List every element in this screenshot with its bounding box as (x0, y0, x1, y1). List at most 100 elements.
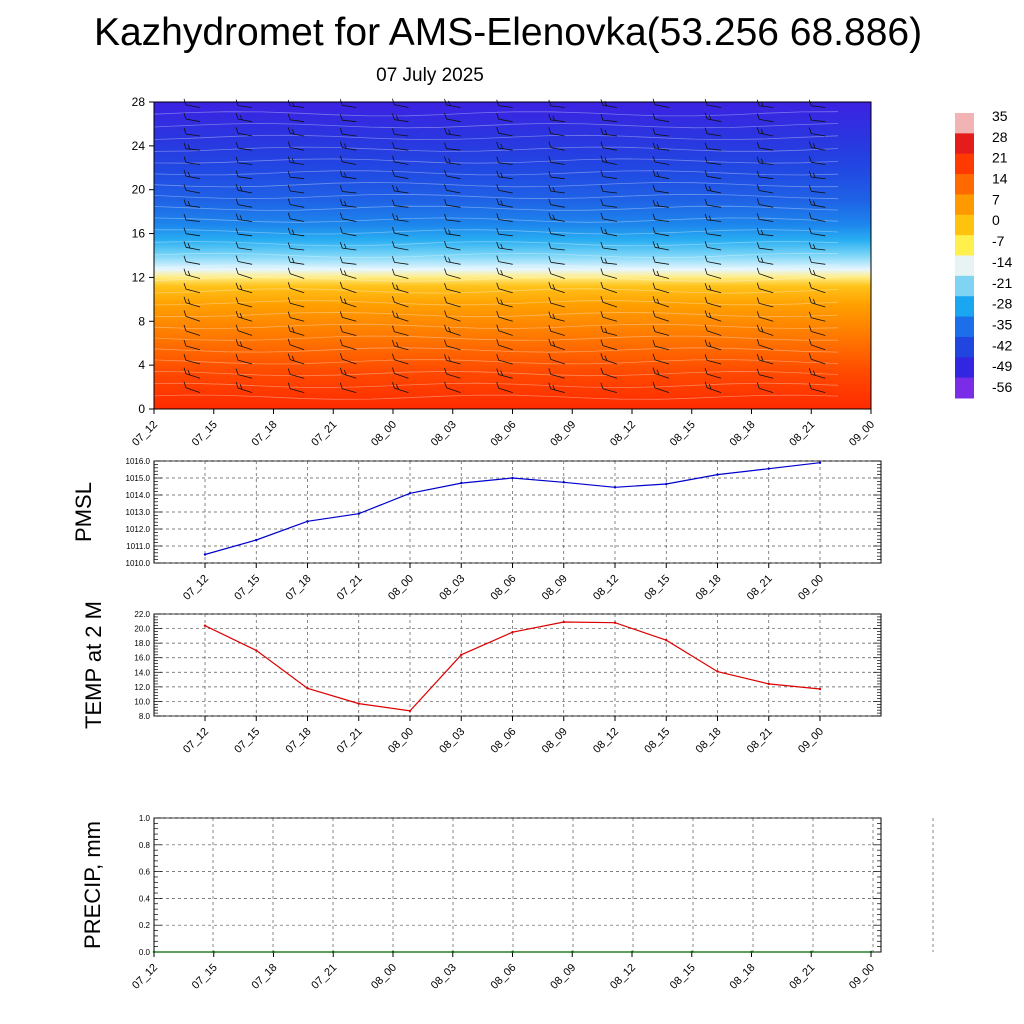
wind-barb (652, 310, 670, 322)
data-point (152, 950, 156, 954)
wind-barb (808, 185, 826, 194)
wind-barb (652, 184, 670, 194)
wind-barb (652, 353, 670, 365)
wind-barb (392, 142, 409, 151)
wind-barb (808, 368, 826, 379)
wind-barb (652, 241, 670, 251)
wind-barb (183, 169, 201, 180)
wind-barb (183, 112, 201, 123)
chart-title: Kazhydromet for AMS-Elenovka(53.256 68.8… (93, 11, 923, 54)
wind-barb (496, 382, 513, 393)
wind-barb (600, 256, 617, 265)
wind-barb (235, 297, 253, 308)
contour-line (153, 170, 839, 176)
wind-barb (287, 127, 305, 137)
data-point (562, 620, 565, 624)
wind-barb (392, 128, 409, 137)
wind-barb (444, 169, 461, 180)
wind-barb (652, 128, 670, 137)
data-point (451, 950, 454, 954)
x-tick-label: 07_21 (335, 573, 365, 603)
y-tick-label: 28 (132, 95, 146, 109)
wind-barb (444, 184, 461, 194)
wind-barb (339, 367, 357, 379)
wind-barb (600, 367, 618, 379)
wind-barb (704, 354, 722, 365)
wind-barb (756, 141, 774, 151)
x-tick-label: 07_18 (284, 726, 314, 756)
contour-line (153, 359, 839, 365)
wind-barb (548, 338, 565, 351)
x-tick-label: 08_06 (489, 419, 519, 449)
wind-barb (444, 127, 461, 137)
wind-barb (183, 324, 201, 336)
wind-barb (235, 184, 253, 194)
x-tick-label: 08_03 (437, 726, 467, 756)
y-tick-label: 1016.0 (126, 457, 151, 466)
wind-barb (704, 241, 722, 251)
x-tick-label: 09_00 (796, 573, 826, 603)
wind-barb (704, 268, 722, 279)
chart-subtitle: 07 July 2025 (376, 65, 484, 86)
wind-barb (235, 198, 253, 208)
wind-barb (235, 255, 253, 265)
y-tick-label: 4 (138, 358, 145, 372)
wind-barb (339, 155, 357, 165)
x-tick-label: 07_18 (250, 962, 280, 992)
wind-barb (392, 339, 409, 351)
contour-line (153, 229, 839, 235)
x-tick-label: 08_09 (540, 726, 570, 756)
wind-barb (339, 325, 357, 336)
wind-barb (287, 368, 305, 379)
x-tick-label: 09_00 (847, 419, 877, 449)
data-point (562, 481, 565, 484)
data-point (630, 950, 634, 954)
y-tick-label: 24 (132, 139, 146, 153)
y-tick-label: 16.0 (134, 654, 150, 663)
x-tick-label: 08_21 (745, 573, 775, 603)
wind-barb (808, 382, 826, 393)
wind-barb (392, 310, 409, 322)
wind-barb (652, 268, 670, 279)
wind-barb (600, 268, 618, 279)
x-tick-label: 08_21 (787, 962, 817, 992)
wind-barb (183, 339, 201, 351)
colorbar-label: 14 (992, 171, 1008, 187)
wind-barb (652, 213, 670, 222)
wind-barb (183, 241, 201, 251)
wind-barb (704, 283, 722, 294)
wind-barb (235, 339, 253, 351)
wind-barb (287, 212, 305, 222)
wind-barb (235, 228, 253, 237)
x-tick-label: 07_15 (190, 419, 220, 449)
data-point (203, 553, 207, 556)
y-tick-label: 0.6 (139, 868, 151, 877)
colorbar-swatch (955, 255, 974, 277)
wind-barb (444, 296, 461, 308)
wind-barb (756, 184, 774, 194)
wind-barb (183, 255, 201, 265)
wind-barb (600, 339, 618, 351)
wind-barb (704, 381, 722, 393)
wind-barb (444, 324, 461, 336)
wind-barb (183, 127, 201, 137)
y-tick-label: 0 (138, 402, 145, 416)
wind-barb (548, 311, 565, 322)
x-tick-label: 08_12 (591, 573, 621, 603)
wind-barb (339, 199, 357, 208)
panel-frame (153, 817, 882, 953)
wind-barb (444, 339, 461, 351)
y-tick-label: 20.0 (134, 625, 150, 634)
wind-barb (287, 325, 305, 336)
wind-barb (756, 338, 774, 351)
x-tick-label: 08_15 (668, 962, 698, 992)
wind-barb (756, 242, 774, 251)
data-point (716, 473, 719, 476)
data-point (613, 486, 617, 489)
wind-barb (756, 267, 774, 279)
wind-barb (652, 113, 670, 123)
wind-barb (235, 241, 253, 251)
wind-barb (652, 155, 670, 165)
wind-barb (287, 198, 305, 208)
wind-barb (704, 339, 722, 351)
